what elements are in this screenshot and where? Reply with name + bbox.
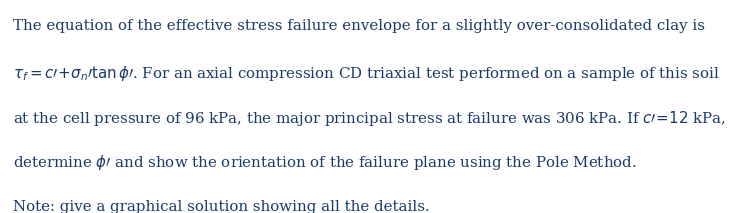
Text: Note: give a: Note: give a bbox=[13, 200, 110, 213]
Text: determine $\phi\prime$ and show the orientation of the failure plane using the P: determine $\phi\prime$ and show the orie… bbox=[13, 153, 637, 172]
Text: The equation of the effective stress failure envelope for a slightly over-consol: The equation of the effective stress fai… bbox=[13, 19, 705, 33]
Text: graphical solution: graphical solution bbox=[110, 200, 248, 213]
Text: showing all the details.: showing all the details. bbox=[248, 200, 430, 213]
Text: $\tau_f = c\prime\!+\!\sigma_n\prime\mathrm{tan}\,\phi\prime$. For an axial comp: $\tau_f = c\prime\!+\!\sigma_n\prime\mat… bbox=[13, 64, 720, 83]
Text: at the cell pressure of 96 kPa, the major principal stress at failure was 306 kP: at the cell pressure of 96 kPa, the majo… bbox=[13, 109, 726, 128]
